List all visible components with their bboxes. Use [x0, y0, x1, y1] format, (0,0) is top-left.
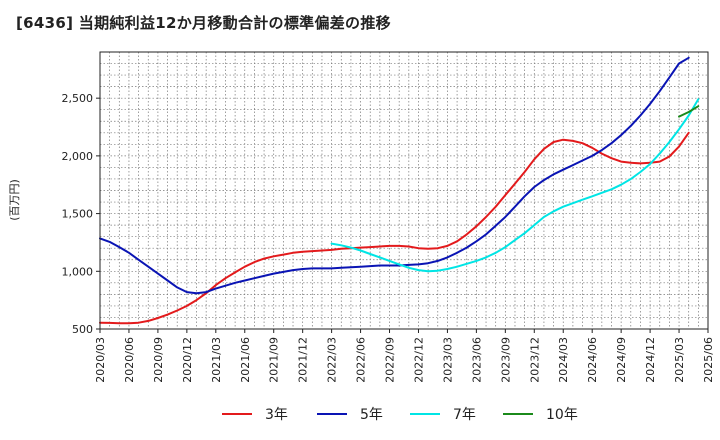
- x-tick-label: 2022/09: [384, 337, 397, 383]
- x-tick-label: 2023/03: [441, 337, 454, 383]
- x-tick-label: 2023/12: [528, 337, 541, 383]
- x-tick-label: 2024/06: [586, 337, 599, 383]
- x-tick-label: 2021/12: [297, 337, 310, 383]
- legend-label: 5年: [360, 407, 383, 423]
- legend-label: 7年: [453, 407, 476, 423]
- x-tick-label: 2020/09: [152, 337, 165, 383]
- series-group: [99, 56, 700, 325]
- legend-label: 3年: [265, 407, 288, 423]
- x-tick-label: 2020/12: [181, 337, 194, 383]
- x-tick-label: 2023/06: [470, 337, 483, 383]
- x-tick-label: 2025/06: [702, 337, 715, 383]
- x-tick-label: 2024/09: [615, 337, 628, 383]
- x-tick-label: 2020/06: [123, 337, 136, 383]
- series-line: [330, 98, 700, 273]
- legend: 3年 5年 7年 10年: [222, 407, 578, 423]
- series-line: [678, 105, 700, 118]
- x-tick-label: 2022/06: [355, 337, 368, 383]
- y-tick-label: 2,000: [62, 150, 94, 163]
- x-tick-label: 2021/09: [268, 337, 281, 383]
- x-tick-label: 2021/06: [239, 337, 252, 383]
- y-axis-label: (百万円): [8, 179, 21, 221]
- x-tick-label: 2025/03: [673, 337, 686, 383]
- x-tick-label: 2022/03: [326, 337, 339, 383]
- grid: [99, 52, 709, 329]
- legend-label: 10年: [546, 407, 578, 423]
- y-tick-label: 500: [72, 323, 93, 336]
- x-tick-label: 2024/03: [557, 337, 570, 383]
- x-tick-label: 2023/09: [499, 337, 512, 383]
- series-line: [99, 56, 690, 295]
- x-tick-label: 2022/12: [412, 337, 425, 383]
- series-line: [99, 131, 690, 325]
- x-axis: 2020/03 2020/06 2020/09 2020/12 2021/03 2021/…: [94, 329, 715, 383]
- x-tick-label: 2024/12: [644, 337, 657, 383]
- x-tick-label: 2020/03: [94, 337, 107, 383]
- chart-title: [6436] 当期純利益12か月移動合計の標準偏差の推移: [16, 14, 391, 32]
- y-axis: 500 1,000 1,500 2,000 2,500: [62, 92, 100, 336]
- y-tick-label: 1,500: [62, 208, 94, 221]
- x-tick-label: 2021/03: [210, 337, 223, 383]
- y-tick-label: 1,000: [62, 265, 94, 278]
- plot-frame: [99, 51, 709, 330]
- y-tick-label: 2,500: [62, 92, 94, 105]
